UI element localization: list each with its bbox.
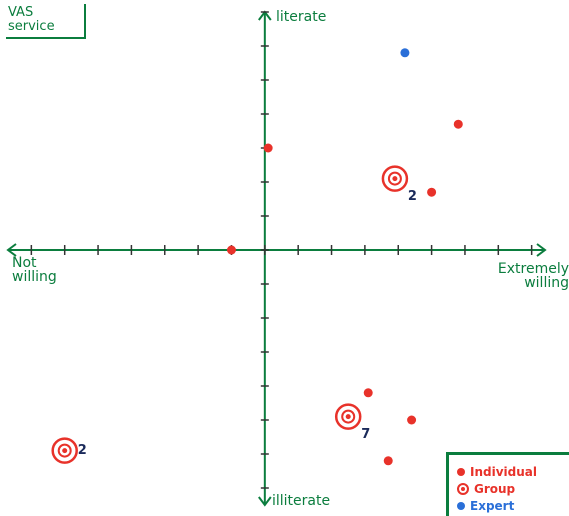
- point: [383, 456, 393, 466]
- legend-label: Group: [474, 482, 516, 496]
- chart-title: VAS service: [6, 4, 86, 39]
- point: [453, 119, 463, 129]
- ring: [51, 437, 78, 464]
- ring: [334, 403, 362, 430]
- point: [363, 388, 373, 398]
- point: [263, 143, 273, 153]
- point: [407, 415, 417, 425]
- ring: [387, 171, 402, 186]
- legend: Individual Group Expert: [446, 452, 569, 516]
- legend-entry: Expert: [457, 499, 514, 513]
- ring: [62, 448, 68, 454]
- group-count: 7: [361, 427, 370, 442]
- group-count: 2: [78, 443, 87, 458]
- y-label-bottom: illiterate: [272, 493, 331, 509]
- arrow: [258, 496, 272, 507]
- group-count: 2: [408, 189, 417, 204]
- point: [400, 48, 410, 58]
- ring: [341, 409, 356, 424]
- arrow: [6, 243, 17, 257]
- y-label-top: literate: [276, 9, 327, 25]
- ring: [381, 165, 409, 192]
- legend-swatch: [457, 468, 465, 476]
- ring: [392, 176, 398, 182]
- legend-swatch: [457, 502, 465, 510]
- point: [427, 187, 437, 197]
- group-point: [51, 437, 78, 464]
- x-label-right: Extremely willing: [497, 261, 569, 291]
- arrow: [536, 243, 547, 257]
- group-point: [334, 403, 362, 430]
- x-label-left: Not willing: [12, 255, 57, 285]
- legend-entry: Individual: [457, 465, 537, 479]
- ring: [57, 443, 72, 458]
- group-point: [381, 165, 409, 192]
- legend-label: Individual: [470, 465, 537, 479]
- point: [226, 245, 236, 255]
- ring: [345, 414, 351, 420]
- legend-label: Expert: [470, 499, 515, 513]
- legend-entry: Group: [457, 482, 515, 496]
- legend-swatch: [457, 483, 469, 495]
